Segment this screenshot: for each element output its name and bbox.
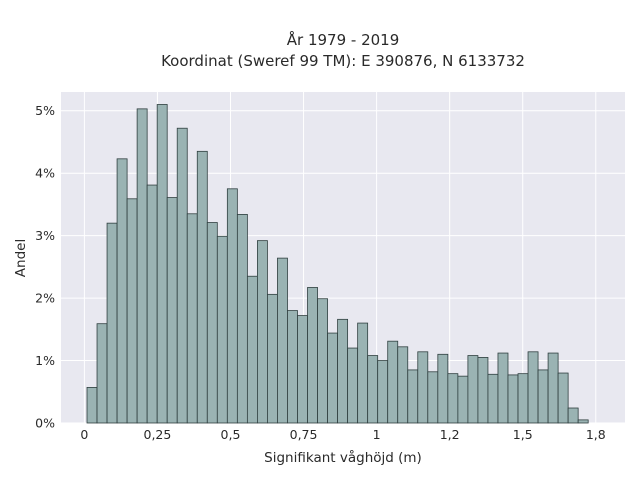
histogram-bar (86, 387, 98, 424)
histogram-bar (216, 235, 228, 424)
y-tick-label: 5% (35, 103, 55, 118)
histogram-bar (196, 150, 208, 424)
histogram-bar (347, 347, 359, 424)
x-axis-label: Signifikant våghöjd (m) (264, 449, 422, 466)
histogram-bar (246, 275, 258, 424)
histogram-bar (96, 323, 108, 424)
histogram-bar (337, 318, 349, 424)
y-tick-label: 3% (35, 228, 55, 243)
histogram-bar (557, 372, 569, 424)
histogram-bar (547, 352, 559, 424)
histogram-bar (417, 351, 429, 424)
histogram-bar (497, 352, 509, 424)
histogram-bars (86, 104, 589, 424)
histogram-bar (507, 374, 519, 424)
histogram-bar (126, 198, 138, 424)
histogram-bar (166, 197, 178, 424)
x-tick-label: 1,8 (586, 427, 606, 442)
histogram-bar (537, 369, 549, 424)
x-tick-label: 1 (373, 427, 381, 442)
histogram-bar (437, 353, 449, 424)
histogram-bar (226, 188, 238, 424)
histogram-bar (116, 158, 128, 424)
x-tick-label: 0,5 (221, 427, 241, 442)
x-tick-label: 0,75 (290, 427, 318, 442)
histogram-bar (457, 375, 469, 424)
histogram-bar (236, 214, 248, 424)
x-tick-label: 1,2 (440, 427, 460, 442)
y-tick-label: 2% (35, 291, 55, 306)
histogram-bar (317, 298, 328, 424)
histogram-bar (156, 104, 168, 424)
histogram-bar (186, 213, 198, 424)
y-tick-label: 4% (35, 166, 55, 181)
histogram-bar (287, 310, 298, 424)
histogram-bar (397, 346, 409, 424)
y-axis-label: Andel (13, 239, 29, 277)
x-tick-label: 0 (80, 427, 88, 442)
y-tick-label: 1% (35, 353, 55, 368)
histogram-bar (136, 108, 148, 424)
chart-title-line-1: År 1979 - 2019 (287, 30, 400, 49)
y-axis-ticks: 0% 1% 2% 3% 4% 5% (35, 103, 55, 430)
chart-title-line-2: Koordinat (Sweref 99 TM): E 390876, N 61… (161, 52, 525, 70)
x-tick-label: 1,5 (513, 427, 533, 442)
histogram-bar (357, 322, 369, 424)
histogram-bar (427, 371, 439, 424)
histogram-bar (267, 293, 278, 424)
histogram-bar (517, 373, 529, 424)
x-tick-label: 0,25 (144, 427, 172, 442)
histogram-bar (106, 222, 118, 424)
histogram-bar (527, 351, 539, 424)
y-tick-label: 0% (35, 416, 55, 431)
histogram-bar (206, 222, 218, 424)
histogram-bar (377, 360, 389, 424)
histogram-bar (407, 369, 419, 424)
histogram-bar (327, 332, 338, 424)
histogram-bar (257, 240, 268, 424)
histogram-bar (367, 355, 379, 424)
histogram-bar (176, 127, 188, 424)
histogram-bar (447, 373, 459, 424)
histogram-bar (297, 315, 308, 424)
histogram-bar (467, 355, 479, 424)
histogram-bar (567, 407, 579, 424)
histogram-bar (577, 419, 589, 424)
histogram-bar (146, 184, 158, 424)
histogram-bar (387, 340, 399, 424)
histogram-bar (477, 357, 489, 424)
x-axis-ticks: 0 0,25 0,5 0,75 1 1,2 1,5 1,8 (80, 427, 605, 442)
histogram-bar (487, 373, 499, 424)
histogram-bar (307, 287, 318, 424)
histogram-bar (277, 257, 288, 424)
